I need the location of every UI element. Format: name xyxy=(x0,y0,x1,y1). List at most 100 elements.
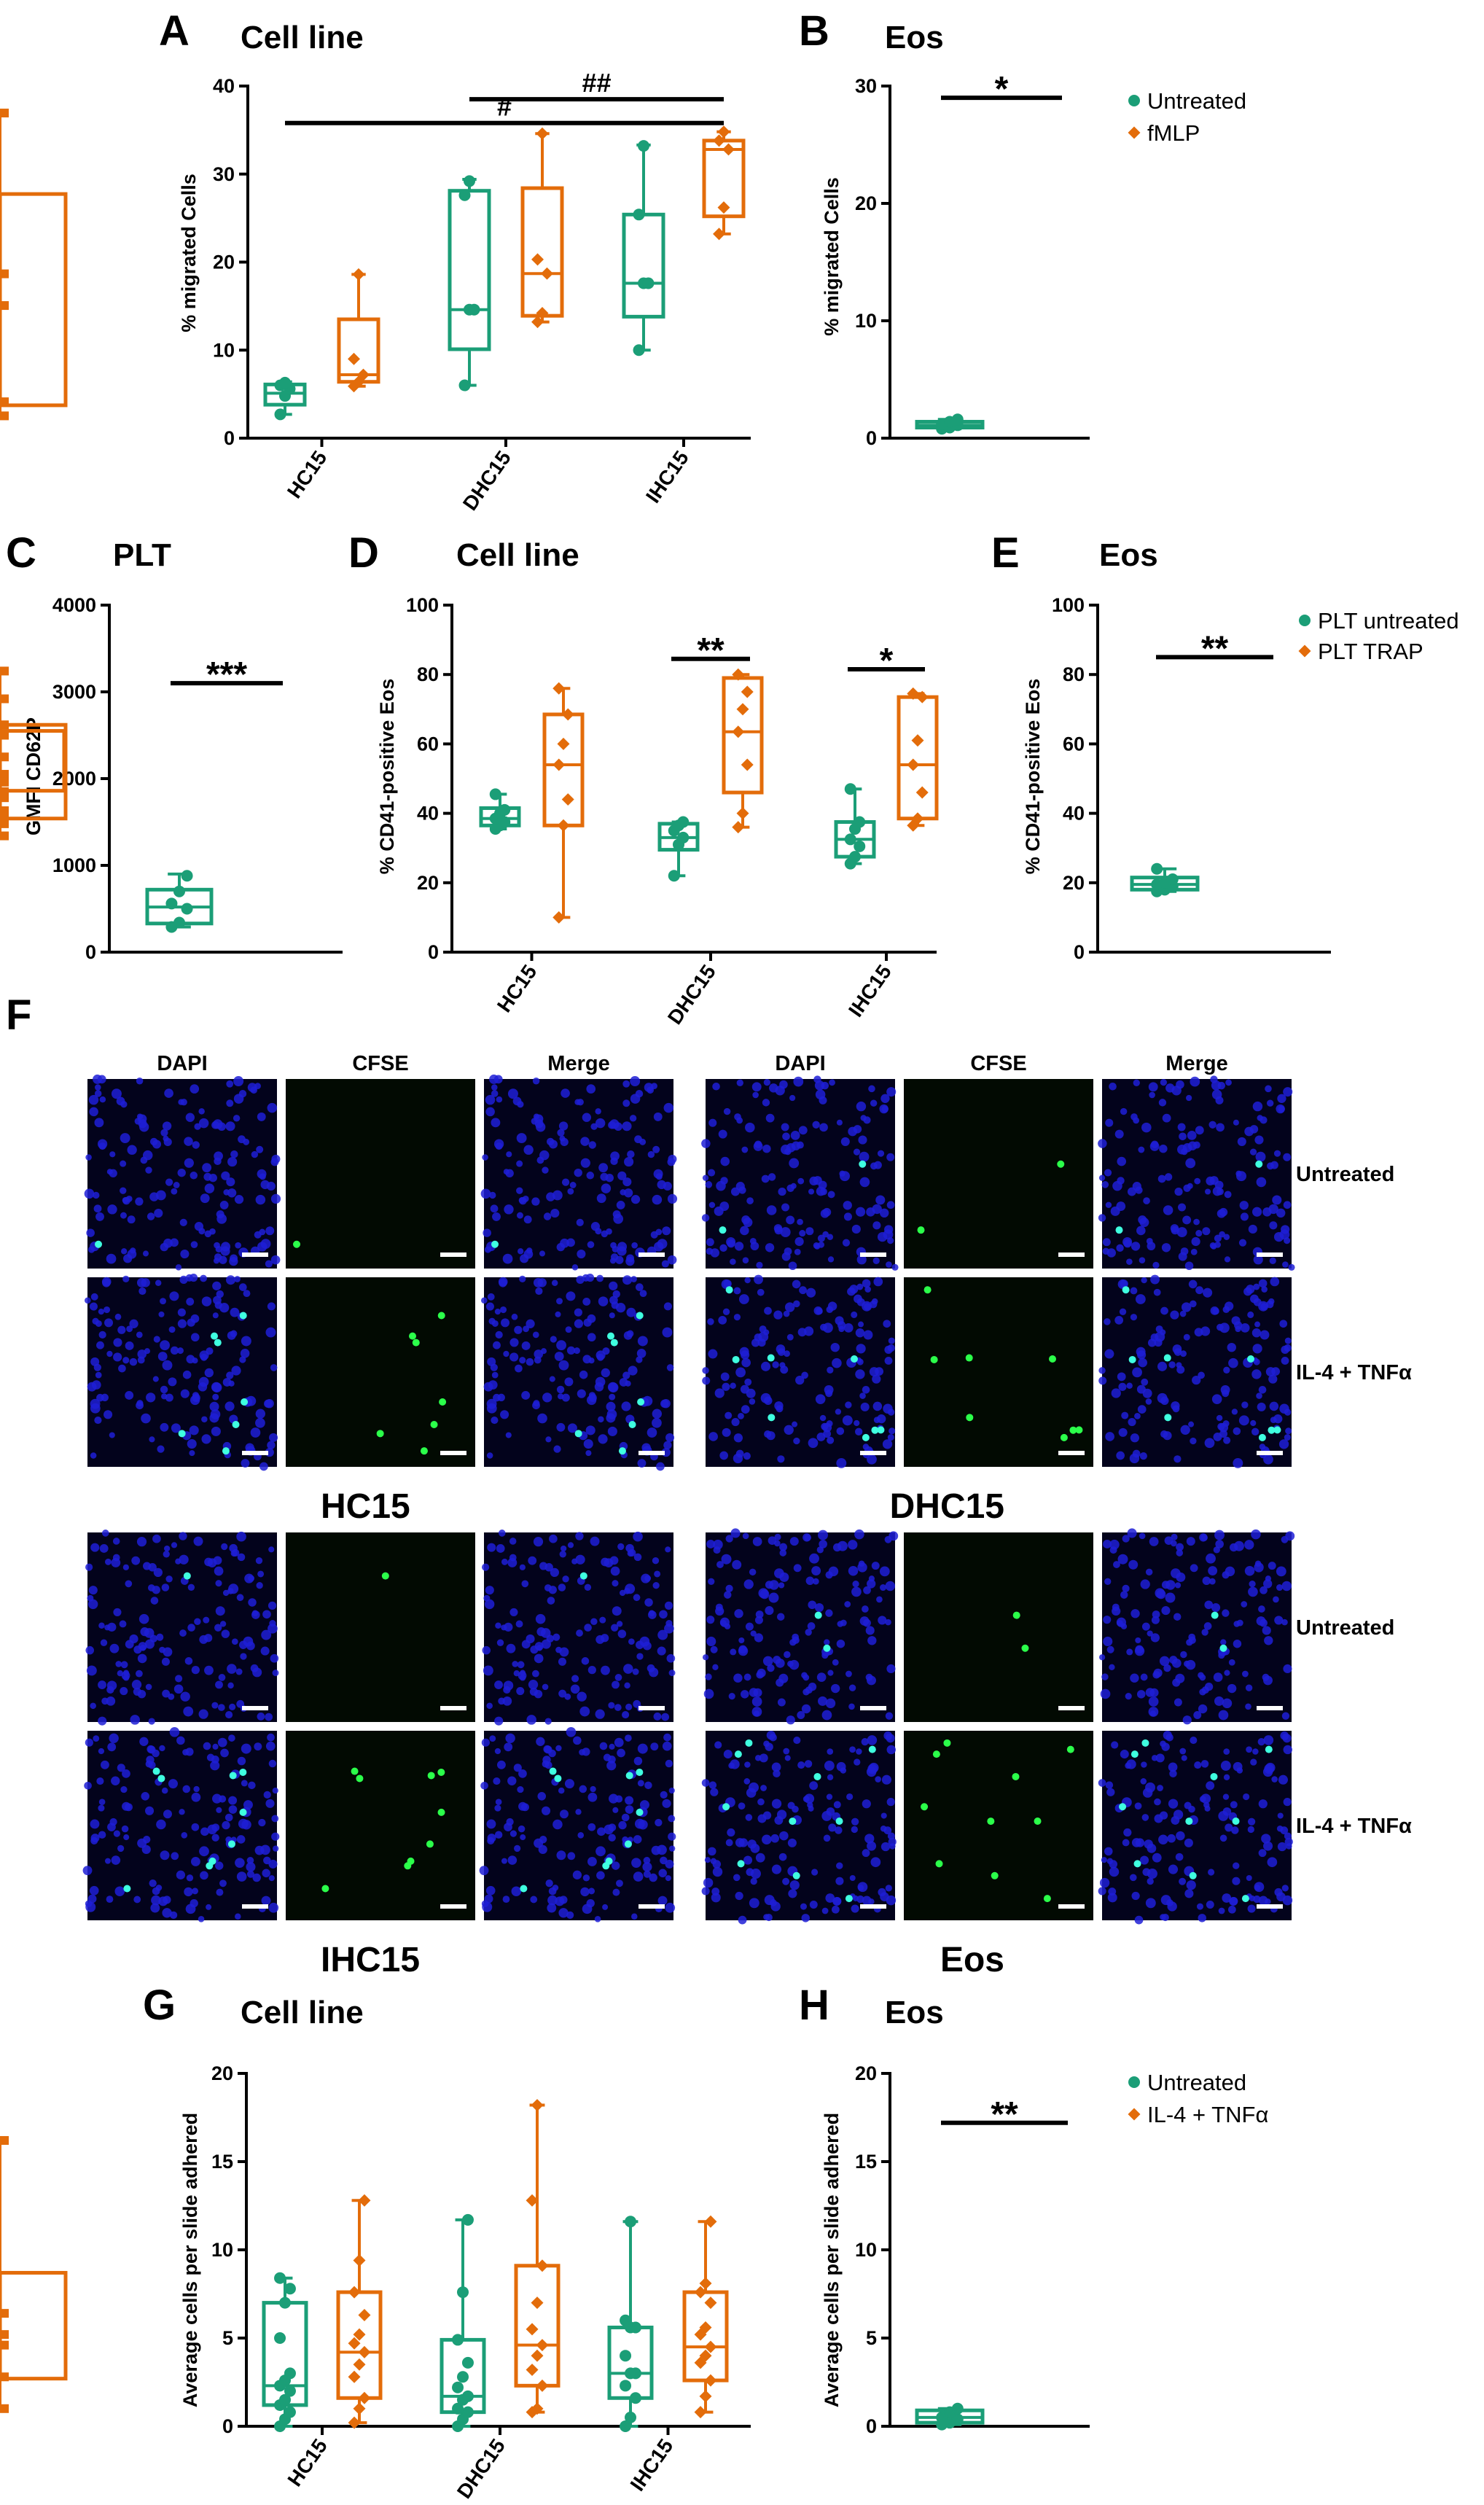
nucleus xyxy=(557,1129,565,1137)
nucleus xyxy=(1122,1584,1130,1593)
nucleus xyxy=(1277,1094,1286,1103)
y-tick-label: 15 xyxy=(211,2151,233,2173)
nucleus xyxy=(1101,1181,1109,1188)
nucleus xyxy=(862,1279,871,1288)
nucleus xyxy=(206,1904,212,1910)
nucleus xyxy=(741,1357,751,1368)
nucleus xyxy=(804,1793,815,1804)
nucleus xyxy=(860,1115,867,1121)
nucleus xyxy=(1179,1132,1187,1141)
nucleus xyxy=(650,1742,659,1751)
nucleus xyxy=(161,1393,168,1400)
nucleus xyxy=(1119,1308,1127,1316)
nucleus xyxy=(486,1452,493,1459)
nucleus xyxy=(485,1586,494,1595)
cfse-cell xyxy=(232,1421,240,1429)
data-point xyxy=(620,2350,632,2362)
nucleus xyxy=(580,1137,590,1146)
nucleus xyxy=(571,1675,579,1683)
nucleus xyxy=(215,1861,224,1870)
nucleus xyxy=(1164,1173,1173,1181)
nucleus xyxy=(131,1680,142,1690)
cfse-cell xyxy=(95,1240,103,1248)
nucleus xyxy=(265,1327,276,1338)
nucleus xyxy=(1098,1139,1107,1148)
cfse-cell xyxy=(868,1745,876,1753)
nucleus xyxy=(884,1345,893,1355)
nucleus xyxy=(827,1234,834,1240)
nucleus xyxy=(89,1302,98,1311)
nucleus xyxy=(494,1680,503,1689)
nucleus xyxy=(1268,1562,1276,1570)
nucleus xyxy=(514,1325,523,1334)
nucleus xyxy=(789,1094,796,1102)
cfse-cell xyxy=(1258,1433,1266,1441)
nucleus xyxy=(665,1902,676,1913)
nucleus xyxy=(660,1856,668,1865)
nucleus xyxy=(266,1181,276,1191)
nucleus xyxy=(211,1382,222,1392)
nucleus xyxy=(564,1377,574,1387)
data-point xyxy=(620,2420,632,2432)
cfse-cell xyxy=(1034,1818,1042,1826)
nucleus xyxy=(257,1112,266,1121)
nucleus xyxy=(1157,1174,1166,1183)
nucleus xyxy=(479,1866,489,1876)
nucleus xyxy=(1283,1153,1292,1161)
nucleus xyxy=(1200,1793,1211,1804)
data-point xyxy=(0,777,9,787)
nucleus xyxy=(617,1246,627,1256)
nucleus xyxy=(730,1258,736,1265)
cfse-cell xyxy=(1043,1895,1051,1903)
nucleus xyxy=(719,1617,730,1627)
nucleus xyxy=(559,1551,566,1558)
nucleus xyxy=(1098,1174,1106,1181)
nucleus xyxy=(504,1204,514,1215)
nucleus xyxy=(1133,1079,1140,1086)
data-point xyxy=(668,870,680,882)
nucleus xyxy=(701,1779,710,1787)
nucleus xyxy=(111,1088,122,1099)
nucleus xyxy=(706,1616,715,1624)
nucleus xyxy=(1181,1148,1188,1156)
nucleus xyxy=(192,1887,199,1895)
nucleus xyxy=(1192,1375,1201,1385)
column-header-merge: Merge xyxy=(547,1052,609,1075)
nucleus xyxy=(175,1558,181,1565)
nucleus xyxy=(580,1158,590,1168)
nucleus xyxy=(738,1637,745,1644)
nucleus xyxy=(711,1893,721,1903)
box xyxy=(722,676,764,795)
nucleus xyxy=(885,1618,891,1626)
nucleus xyxy=(742,1532,749,1540)
microscopy-grid: DAPI CFSE Merge DAPI CFSE MergeUntreatedIL-4 … xyxy=(82,1052,1412,1979)
nucleus xyxy=(772,1361,779,1368)
nucleus xyxy=(1222,1390,1230,1398)
column-header-merge: Merge xyxy=(1165,1052,1227,1075)
nucleus xyxy=(1278,1439,1289,1449)
nucleus xyxy=(605,1173,614,1183)
nucleus xyxy=(862,1301,872,1312)
nucleus xyxy=(519,1564,526,1570)
y-tick-label: 100 xyxy=(406,594,439,616)
nucleus xyxy=(96,1341,104,1349)
data-point xyxy=(694,2286,707,2299)
nucleus xyxy=(203,1742,211,1750)
nucleus xyxy=(659,1610,668,1619)
nucleus xyxy=(533,1277,544,1287)
nucleus xyxy=(1250,1758,1257,1766)
nucleus xyxy=(836,1427,845,1435)
nucleus xyxy=(762,1099,770,1107)
nucleus xyxy=(1132,1367,1142,1378)
nucleus xyxy=(492,1212,501,1221)
cfse-cell xyxy=(966,1414,974,1422)
y-tick-label: 10 xyxy=(855,2239,877,2261)
nucleus xyxy=(701,1139,711,1148)
nucleus xyxy=(875,1195,886,1205)
data-point xyxy=(461,2390,474,2402)
nucleus xyxy=(558,1360,569,1371)
cfse-cell xyxy=(574,1430,582,1438)
micrograph-merge xyxy=(1098,1075,1295,1271)
nucleus xyxy=(1233,1119,1239,1126)
